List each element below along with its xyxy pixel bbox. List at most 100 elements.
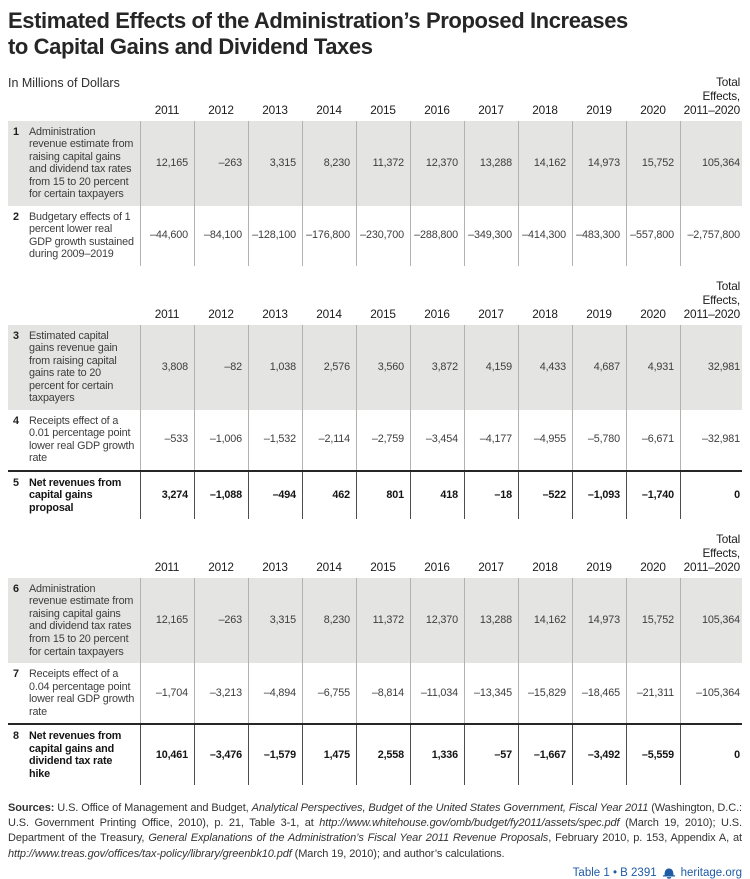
row-description: 8 Net revenues from capital gains and div… <box>8 725 140 785</box>
cell-1-2019: 14,973 <box>572 120 626 206</box>
heritage-site-link[interactable]: heritage.org <box>680 866 742 879</box>
cell-8-2016: 1,336 <box>410 725 464 786</box>
row-number: 2 <box>13 210 19 223</box>
sources-segment-1: Sources: <box>8 802 58 815</box>
table-2-header: 2011 2012 2013 2014 2015 2016 2017 2018 2019 2020… <box>8 278 742 325</box>
year-header-2013: 2013 <box>262 102 288 117</box>
row-number: 5 <box>13 476 19 489</box>
year-header-2019: 2019 <box>586 559 612 574</box>
table-1-header: 2011 2012 2013 2014 2015 2016 2017 2018 2019 2020… <box>8 75 742 121</box>
row-label: Receipts effect of a 0.01 percentage poi… <box>29 414 135 465</box>
cell-5-2015: 801 <box>356 471 410 520</box>
cell-1-2014: 8,230 <box>302 120 356 206</box>
cell-1-2015: 11,372 <box>356 120 410 206</box>
liberty-bell-icon <box>662 867 676 879</box>
cell-1-2011: 12,165 <box>140 120 194 206</box>
year-header-2011: 2011 <box>154 559 180 574</box>
table-row-3: 3 Estimated capital gains revenue gain fr… <box>8 324 742 410</box>
sources-note: Sources: U.S. Office of Management and B… <box>8 801 742 862</box>
cell-8-2012: –3,476 <box>194 725 248 786</box>
row-label: Administration revenue estimate from rai… <box>29 125 134 201</box>
table-row-5: 5 Net revenues from capital gains proposa… <box>8 469 742 520</box>
cell-1-2017: 13,288 <box>464 120 518 206</box>
row-number: 7 <box>13 668 19 681</box>
year-header-2013: 2013 <box>262 306 288 321</box>
year-header-2018: 2018 <box>532 102 558 117</box>
cell-3-2014: 2,576 <box>302 324 356 410</box>
table-row-7: 7 Receipts effect of a 0.04 percentage po… <box>8 663 742 724</box>
row-number: 8 <box>13 730 19 743</box>
cell-7-2018: –15,829 <box>518 663 572 724</box>
row-label: Receipts effect of a 0.04 percentage poi… <box>29 668 135 718</box>
cell-7-2020: –21,311 <box>626 663 680 724</box>
cell-7-2012: –3,213 <box>194 663 248 724</box>
table-row-2: 2 Budgetary effects of 1 percent lower re… <box>8 205 742 266</box>
cell-2-2018: –414,300 <box>518 205 572 266</box>
year-header-2011: 2011 <box>154 306 180 321</box>
year-header-2018: 2018 <box>532 559 558 574</box>
cell-1-total: 105,364 <box>680 120 742 206</box>
cell-7-2015: –8,814 <box>356 663 410 724</box>
cell-8-2015: 2,558 <box>356 725 410 786</box>
year-header-2019: 2019 <box>586 306 612 321</box>
year-header-2013: 2013 <box>262 559 288 574</box>
year-header-2018: 2018 <box>532 306 558 321</box>
row-number: 6 <box>13 582 19 595</box>
cell-5-2011: 3,274 <box>140 471 194 520</box>
page-title: Estimated Effects of the Administration’… <box>8 8 628 59</box>
cell-3-2017: 4,159 <box>464 324 518 410</box>
year-header-2014: 2014 <box>316 559 342 574</box>
row-label: Net revenues from capital gains and divi… <box>29 730 122 780</box>
cell-8-2011: 10,461 <box>140 725 194 786</box>
cell-5-2016: 418 <box>410 471 464 520</box>
cell-4-total: –32,981 <box>680 409 742 470</box>
cell-2-2017: –349,300 <box>464 205 518 266</box>
cell-5-2020: –1,740 <box>626 471 680 520</box>
sources-segment-10: (March 19, 2010); and author’s calculati… <box>291 847 505 860</box>
cell-6-2016: 12,370 <box>410 577 464 664</box>
cell-1-2016: 12,370 <box>410 120 464 206</box>
total-effects-header: Total Effects, 2011–2020 <box>683 278 741 321</box>
cell-6-2020: 15,752 <box>626 577 680 664</box>
cell-2-2012: –84,100 <box>194 205 248 266</box>
cell-1-2020: 15,752 <box>626 120 680 206</box>
cell-2-2020: –557,800 <box>626 205 680 266</box>
year-header-2017: 2017 <box>478 306 504 321</box>
cell-8-2019: –3,492 <box>572 725 626 786</box>
table-row-1: 1 Administration revenue estimate from ra… <box>8 120 742 206</box>
cell-8-2014: 1,475 <box>302 725 356 786</box>
cell-6-2018: 14,162 <box>518 577 572 664</box>
row-number: 4 <box>13 414 19 427</box>
cell-2-2015: –230,700 <box>356 205 410 266</box>
cell-5-2017: –18 <box>464 471 518 520</box>
year-header-2012: 2012 <box>208 559 234 574</box>
row-description: 5 Net revenues from capital gains proposa… <box>8 472 140 520</box>
cell-8-2017: –57 <box>464 725 518 786</box>
year-header-2014: 2014 <box>316 306 342 321</box>
year-header-2016: 2016 <box>424 102 450 117</box>
row-label: Estimated capital gains revenue gain fro… <box>29 329 118 405</box>
year-header-2019: 2019 <box>586 102 612 117</box>
table-reference: Table 1 • B 2391 <box>572 866 657 879</box>
year-header-2012: 2012 <box>208 306 234 321</box>
cell-8-2013: –1,579 <box>248 725 302 786</box>
row-label: Budgetary effects of 1 percent lower rea… <box>29 210 134 261</box>
cell-4-2020: –6,671 <box>626 409 680 470</box>
cell-4-2015: –2,759 <box>356 409 410 470</box>
cell-6-2013: 3,315 <box>248 577 302 664</box>
cell-4-2012: –1,006 <box>194 409 248 470</box>
year-header-2015: 2015 <box>370 102 396 117</box>
cell-2-2014: –176,800 <box>302 205 356 266</box>
footer: Table 1 • B 2391 heritage.org <box>8 867 742 879</box>
cell-3-total: 32,981 <box>680 324 742 410</box>
year-header-2015: 2015 <box>370 306 396 321</box>
row-number: 3 <box>13 329 19 342</box>
row-description: 4 Receipts effect of a 0.01 percentage po… <box>8 410 140 470</box>
row-description: 1 Administration revenue estimate from ra… <box>8 121 140 206</box>
row-number: 1 <box>13 125 19 138</box>
row-description: 7 Receipts effect of a 0.04 percentage po… <box>8 663 140 723</box>
sources-segment-9: http://www.treas.gov/offices/tax-policy/… <box>8 847 292 860</box>
cell-6-2011: 12,165 <box>140 577 194 664</box>
cell-3-2020: 4,931 <box>626 324 680 410</box>
